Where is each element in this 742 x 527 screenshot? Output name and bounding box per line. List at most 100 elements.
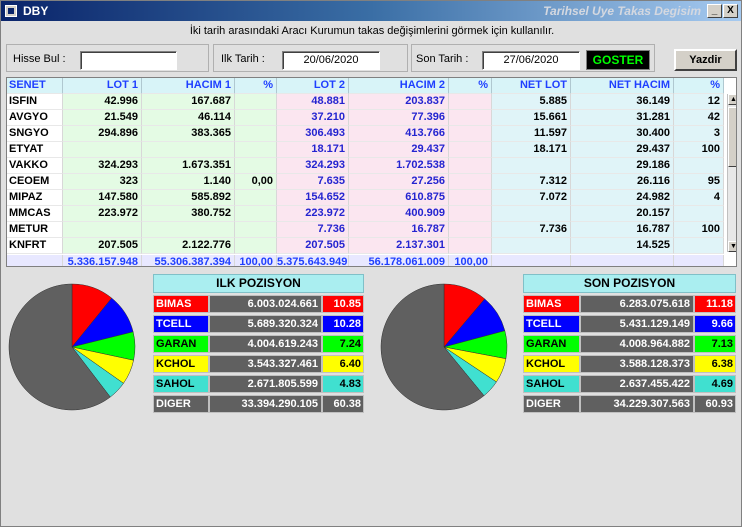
cell-lot-1: 223.972 <box>63 206 142 222</box>
cell-lot-2: 18.171 <box>277 142 349 158</box>
yazdir-button[interactable]: Yazdir <box>674 49 737 71</box>
cell-pct-1 <box>235 142 277 158</box>
table-row[interactable]: MMCAS 223.972 380.752 223.972 400.909 20.157 <box>7 206 736 222</box>
title-bar[interactable]: DBY Tarihsel Uye Takas Degisim _ X <box>1 1 741 21</box>
cell-senet: ETYAT <box>7 142 63 158</box>
cell-net-lot: 11.597 <box>492 126 571 142</box>
position-value: 3.543.327.461 <box>209 355 322 373</box>
position-name: DIGER <box>153 395 209 413</box>
list-item: SAHOL 2.671.805.599 4.83 <box>153 375 364 393</box>
table-row[interactable]: ETYAT 18.171 29.437 18.171 29.437 100 <box>7 142 736 158</box>
table-row[interactable]: VAKKO 324.293 1.673.351 324.293 1.702.538 29.… <box>7 158 736 174</box>
cell-net-lot: 7.072 <box>492 190 571 206</box>
cell-lot-2: 5.375.643.949 <box>277 255 349 266</box>
table-row[interactable]: SNGYO 294.896 383.365 306.493 413.766 11.597 3… <box>7 126 736 142</box>
cell-pct-2 <box>449 174 492 190</box>
list-item: BIMAS 6.283.075.618 11.18 <box>523 295 736 313</box>
cell-lot-2: 7.635 <box>277 174 349 190</box>
cell-pct-2 <box>449 238 492 254</box>
cell-hacim-1 <box>142 222 235 238</box>
position-name: TCELL <box>153 315 209 333</box>
position-pct: 6.38 <box>694 355 736 373</box>
cell-pct-2 <box>449 158 492 174</box>
grid-header-row[interactable]: SENET LOT 1 HACIM 1% LOT 2 HACIM 2% NET LOT NE… <box>7 78 736 94</box>
cell-hacim-1: 46.114 <box>142 110 235 126</box>
table-row[interactable]: ISFIN 42.996 167.687 48.881 203.837 5.885 36.1… <box>7 94 736 110</box>
header-senet[interactable]: SENET <box>7 78 63 94</box>
position-name: BIMAS <box>153 295 209 313</box>
cell-hacim-1 <box>142 142 235 158</box>
cell-net-pct: 100 <box>674 142 724 158</box>
son-pozisyon-title: SON POZISYON <box>523 274 736 293</box>
position-name: BIMAS <box>523 295 580 313</box>
table-row[interactable]: MIPAZ 147.580 585.892 154.652 610.875 7.072 24… <box>7 190 736 206</box>
position-pct: 60.93 <box>694 395 736 413</box>
header-net-pct[interactable]: % <box>674 78 724 94</box>
scroll-down-icon[interactable]: ▼ <box>728 241 736 252</box>
cell-net-pct <box>674 238 724 254</box>
header-pct-2[interactable]: % <box>449 78 492 94</box>
cell-lot-1: 5.336.157.948 <box>63 255 142 266</box>
position-name: KCHOL <box>153 355 209 373</box>
header-lot-1[interactable]: LOT 1 <box>63 78 142 94</box>
cell-net-lot <box>492 158 571 174</box>
cell-hacim-2: 2.137.301 <box>349 238 449 254</box>
cell-net-pct: 4 <box>674 190 724 206</box>
header-pct-1[interactable]: % <box>235 78 277 94</box>
position-value: 5.689.320.324 <box>209 315 322 333</box>
son-tarih-input[interactable]: 27/06/2020 <box>482 51 580 70</box>
header-net-hacim[interactable]: NET HACIM <box>571 78 674 94</box>
cell-pct-1: 0,00 <box>235 174 277 190</box>
cell-pct-2 <box>449 126 492 142</box>
cell-lot-2: 37.210 <box>277 110 349 126</box>
cell-net-pct <box>674 158 724 174</box>
cell-hacim-1: 1.140 <box>142 174 235 190</box>
cell-pct-2 <box>449 190 492 206</box>
table-row[interactable]: METUR 7.736 16.787 7.736 16.787 100 <box>7 222 736 238</box>
scroll-up-icon[interactable]: ▲ <box>728 94 736 105</box>
header-hacim-1[interactable]: HACIM 1 <box>142 78 235 94</box>
position-value: 6.283.075.618 <box>580 295 694 313</box>
header-net-lot[interactable]: NET LOT <box>492 78 571 94</box>
takas-grid[interactable]: SENET LOT 1 HACIM 1% LOT 2 HACIM 2% NET LOT NE… <box>6 77 737 267</box>
vertical-scrollbar[interactable]: ▲ ▼ <box>727 94 736 252</box>
table-row[interactable]: AVGYO 21.549 46.114 37.210 77.396 15.661 31.28… <box>7 110 736 126</box>
close-button[interactable]: X <box>723 4 738 18</box>
hisse-search-input[interactable] <box>80 51 177 70</box>
table-row[interactable]: KNFRT 207.505 2.122.776 207.505 2.137.301 14.… <box>7 238 736 254</box>
position-name: TCELL <box>523 315 580 333</box>
cell-pct-2 <box>449 94 492 110</box>
cell-net-pct <box>674 206 724 222</box>
app-icon <box>5 5 17 17</box>
header-lot-2[interactable]: LOT 2 <box>277 78 349 94</box>
minimize-button[interactable]: _ <box>707 4 722 18</box>
cell-senet <box>7 255 63 266</box>
position-name: DIGER <box>523 395 580 413</box>
cell-net-hacim: 36.149 <box>571 94 674 110</box>
cell-lot-1: 147.580 <box>63 190 142 206</box>
grid-totals-row[interactable]: 5.336.157.948 55.306.387.394 100,00 5.375.6… <box>7 255 736 266</box>
cell-net-hacim: 29.437 <box>571 142 674 158</box>
position-value: 34.229.307.563 <box>580 395 694 413</box>
position-name: SAHOL <box>523 375 580 393</box>
cell-senet: AVGYO <box>7 110 63 126</box>
scroll-thumb[interactable] <box>728 107 736 167</box>
cell-lot-2: 223.972 <box>277 206 349 222</box>
cell-pct-1 <box>235 238 277 254</box>
goster-button[interactable]: GOSTER <box>586 50 650 70</box>
cell-hacim-2: 27.256 <box>349 174 449 190</box>
header-hacim-2[interactable]: HACIM 2 <box>349 78 449 94</box>
cell-net-hacim: 30.400 <box>571 126 674 142</box>
cell-net-hacim: 20.157 <box>571 206 674 222</box>
ilk-tarih-label: Ilk Tarih : <box>221 53 265 65</box>
cell-net-lot: 7.312 <box>492 174 571 190</box>
cell-senet: VAKKO <box>7 158 63 174</box>
table-row[interactable]: CEOEM 323 1.140 0,00 7.635 27.256 7.312 26.116 9… <box>7 174 736 190</box>
list-item: GARAN 4.008.964.882 7.13 <box>523 335 736 353</box>
window-title: DBY <box>23 4 49 18</box>
cell-lot-1 <box>63 142 142 158</box>
ilk-tarih-input[interactable]: 20/06/2020 <box>282 51 380 70</box>
cell-lot-1: 323 <box>63 174 142 190</box>
position-value: 4.004.619.243 <box>209 335 322 353</box>
